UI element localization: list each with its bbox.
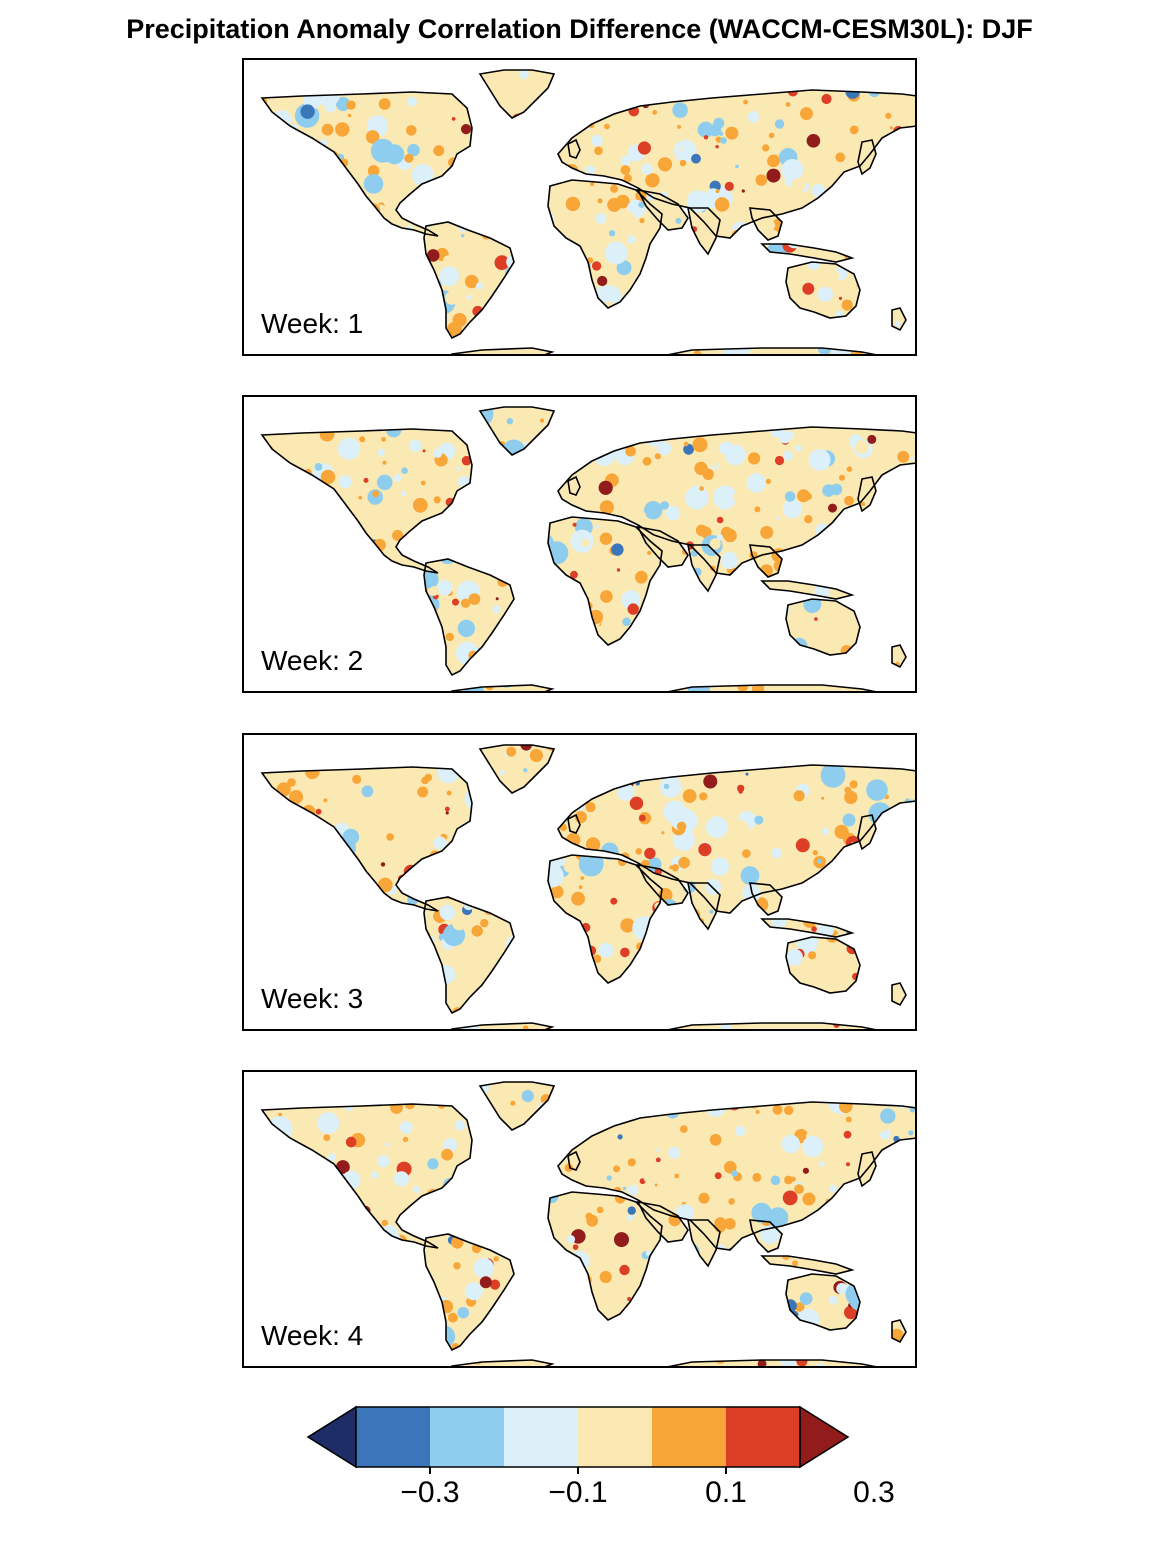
coastline-africa [547, 1191, 663, 1321]
coastline-indonesia [760, 1255, 855, 1275]
map-panel-week-1: Week: 1 [242, 58, 917, 356]
coastline-south-america [423, 896, 515, 1015]
coastline-antarctica-right [661, 1359, 883, 1368]
colorbar-graphic [306, 1405, 875, 1474]
colorbar-tick-label: 0.3 [853, 1476, 895, 1509]
coastline-africa [547, 516, 663, 646]
colorbar-swatch [578, 1407, 652, 1467]
coastline-nz [891, 982, 907, 1007]
coastline-north-america [260, 766, 473, 912]
coastline-greenland [478, 1081, 556, 1131]
coastline-indonesia [760, 918, 855, 938]
colorbar-swatch [652, 1407, 726, 1467]
coastline-nz [891, 1319, 907, 1344]
map-canvas [242, 58, 917, 356]
coastline-uk [567, 1150, 581, 1171]
coastline-antarctica-right [661, 1022, 883, 1031]
coastline-antarctica-left [451, 1359, 555, 1368]
figure-title: Precipitation Anomaly Correlation Differ… [126, 14, 1033, 44]
coastline-antarctica-left [451, 1022, 555, 1031]
colorbar-swatch [430, 1407, 504, 1467]
colorbar-tick-label: −0.3 [400, 1476, 460, 1509]
week-label: Week: 2 [261, 645, 364, 676]
colorbar-under-triangle [306, 1405, 357, 1469]
coastline-north-america [260, 1103, 473, 1249]
coastline-india [687, 544, 721, 593]
week-label: Week: 4 [261, 1320, 364, 1351]
coastline-se-asia [749, 207, 783, 241]
coastline-uk [567, 475, 581, 496]
coastline-japan [857, 814, 877, 851]
coastline-indonesia [760, 243, 855, 263]
coastline-india [687, 1219, 721, 1268]
coastline-nz [891, 307, 907, 332]
map-canvas [242, 1070, 917, 1368]
colorbar-swatch [356, 1407, 430, 1467]
coastline-europe-asia [557, 764, 917, 914]
coastline-india [687, 882, 721, 931]
coastline-nz [891, 644, 907, 669]
coastline-se-asia [749, 882, 783, 916]
coastline-antarctica-left [451, 684, 555, 693]
coastlines [260, 744, 917, 1031]
coastline-antarctica-right [661, 684, 883, 693]
colorbar-tick-label: 0.1 [705, 1476, 747, 1509]
coastline-australia [785, 598, 861, 656]
coastline-uk [567, 813, 581, 834]
coastlines [260, 69, 917, 356]
map-panel-week-4: Week: 4 [242, 1070, 917, 1368]
coastline-greenland [478, 744, 556, 794]
map-canvas [242, 733, 917, 1031]
coastline-arabia [636, 188, 689, 231]
map-panel-week-2: Week: 2 [242, 395, 917, 693]
coastline-se-asia [749, 544, 783, 578]
coastline-arabia [636, 863, 689, 906]
map-frame [242, 733, 917, 1031]
coastline-uk [567, 138, 581, 159]
coastline-antarctica-right [661, 347, 883, 356]
map-frame [242, 395, 917, 693]
coastline-south-america [423, 558, 515, 677]
coastline-australia [785, 261, 861, 319]
week-label: Week: 3 [261, 983, 364, 1014]
coastline-india [687, 207, 721, 256]
colorbar-over-triangle [799, 1405, 850, 1469]
colorbar-tick-label: −0.1 [548, 1476, 608, 1509]
coastline-south-america [423, 1233, 515, 1352]
map-panel-week-3: Week: 3 [242, 733, 917, 1031]
coastline-arabia [636, 1200, 689, 1243]
coastline-arabia [636, 525, 689, 568]
map-frame [242, 58, 917, 356]
coastline-europe-asia [557, 1101, 917, 1251]
coastlines [260, 406, 917, 693]
coastline-japan [857, 139, 877, 176]
coastline-japan [857, 1151, 877, 1188]
coastline-se-asia [749, 1219, 783, 1253]
coastline-japan [857, 476, 877, 513]
coastline-africa [547, 854, 663, 984]
coastline-europe-asia [557, 89, 917, 239]
coastline-greenland [478, 406, 556, 456]
coastlines [260, 1081, 917, 1368]
coastline-indonesia [760, 580, 855, 600]
map-canvas [242, 395, 917, 693]
coastline-south-america [423, 221, 515, 340]
colorbar [306, 1404, 875, 1479]
coastline-greenland [478, 69, 556, 119]
coastline-europe-asia [557, 426, 917, 576]
map-frame [242, 1070, 917, 1368]
colorbar-swatch [726, 1407, 800, 1467]
coastline-australia [785, 936, 861, 994]
coastline-north-america [260, 428, 473, 574]
coastline-australia [785, 1273, 861, 1331]
coastline-north-america [260, 91, 473, 237]
coastline-antarctica-left [451, 347, 555, 356]
week-label: Week: 1 [261, 308, 364, 339]
coastline-africa [547, 179, 663, 309]
colorbar-swatch [504, 1407, 578, 1467]
